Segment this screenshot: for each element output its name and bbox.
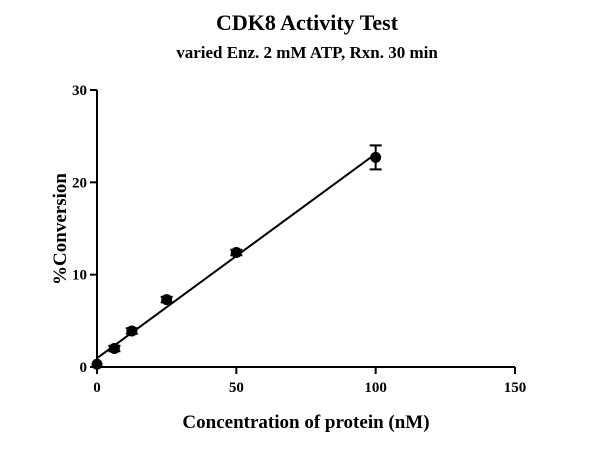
y-tick-label: 20 (72, 175, 87, 191)
data-point (230, 247, 242, 259)
x-tick-label: 100 (364, 380, 387, 396)
data-point (91, 358, 103, 370)
x-axis-label: Concentration of protein (nM) (182, 412, 429, 433)
y-tick-label: 10 (72, 268, 87, 284)
x-tick-label: 50 (229, 380, 244, 396)
data-point (370, 151, 382, 163)
data-point (161, 294, 173, 306)
x-tick-label: 150 (504, 380, 527, 396)
x-tick-label: 0 (93, 380, 101, 396)
data-points (91, 151, 382, 370)
y-ticks: 0 10 20 30 (72, 83, 97, 376)
data-point (126, 325, 138, 337)
data-point (108, 343, 120, 355)
x-ticks: 0 50 100 150 (93, 367, 526, 396)
y-axis-label: %Conversion (50, 173, 71, 285)
chart-subtitle: varied Enz. 2 mM ATP, Rxn. 30 min (176, 43, 438, 62)
chart-title: CDK8 Activity Test (216, 10, 399, 35)
y-tick-label: 0 (80, 360, 88, 376)
y-tick-label: 30 (72, 83, 87, 99)
